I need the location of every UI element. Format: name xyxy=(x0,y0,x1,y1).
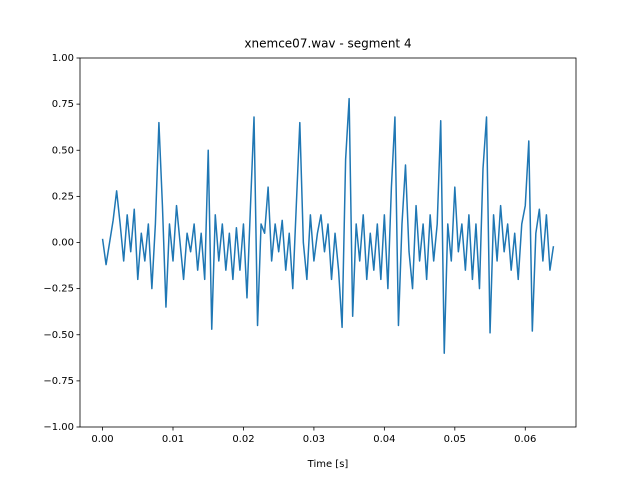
y-tick-label: 0.25 xyxy=(52,191,74,202)
y-tick-label: 0.50 xyxy=(52,145,74,156)
y-tick-label: 0.00 xyxy=(52,238,74,249)
x-tick-label: 0.06 xyxy=(514,434,536,445)
y-tick-label: 0.75 xyxy=(52,99,74,110)
x-tick-label: 0.02 xyxy=(232,434,254,445)
line-series xyxy=(101,97,555,354)
y-tick-label: −0.50 xyxy=(43,330,74,341)
plot-frame xyxy=(79,57,577,428)
y-tick-label: −0.25 xyxy=(43,284,74,295)
x-tick-label: 0.01 xyxy=(162,434,184,445)
x-tick-label: 0.00 xyxy=(91,434,113,445)
x-tick-label: 0.04 xyxy=(373,434,395,445)
x-tick-label: 0.05 xyxy=(444,434,466,445)
y-tick-label: −0.75 xyxy=(43,376,74,387)
x-tick-label: 0.03 xyxy=(303,434,325,445)
x-axis-label: Time [s] xyxy=(307,459,349,470)
y-tick-label: −1.00 xyxy=(43,422,74,433)
y-tick-label: 1.00 xyxy=(52,53,74,64)
chart-title: xnemce07.wav - segment 4 xyxy=(244,37,411,51)
